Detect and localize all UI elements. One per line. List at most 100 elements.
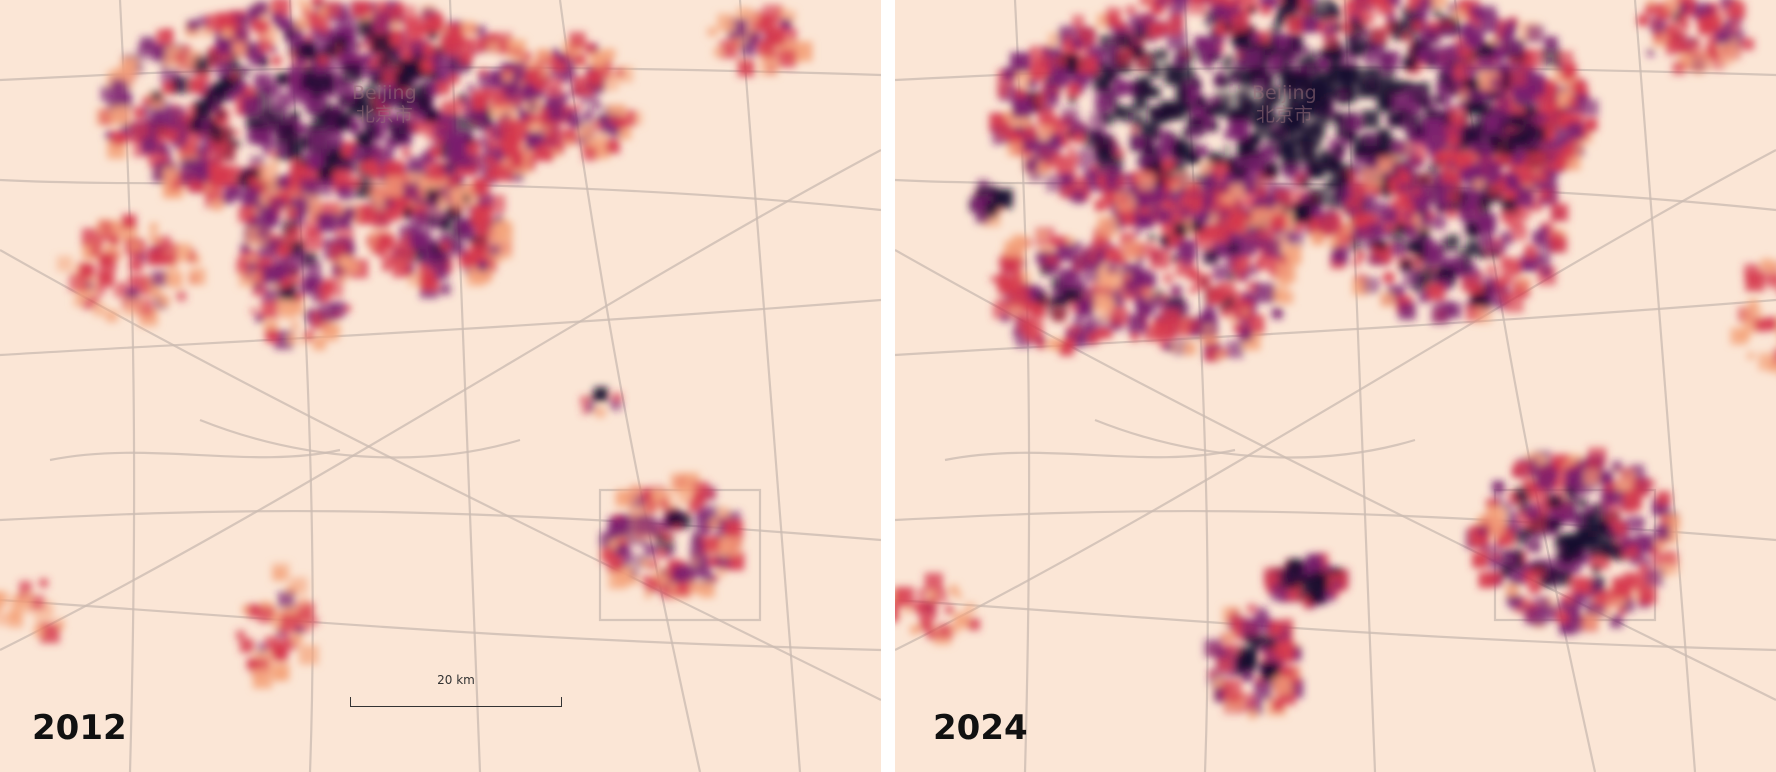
light-cell [234, 28, 249, 43]
light-cell [439, 218, 450, 229]
light-cell [1072, 39, 1083, 49]
light-cell [1698, 18, 1711, 31]
light-cell [924, 572, 943, 592]
light-cell [1097, 288, 1104, 295]
road [895, 298, 1776, 357]
light-cell [1537, 112, 1548, 124]
light-cell [109, 236, 120, 246]
light-cell [1497, 182, 1506, 191]
light-cell [1562, 63, 1577, 78]
city-label-beijing: Beijing 北京市 [1252, 82, 1317, 126]
light-cell [410, 164, 421, 175]
light-cell [1357, 8, 1374, 25]
light-cell [475, 112, 486, 123]
light-cell [1486, 291, 1495, 300]
light-cell [1230, 697, 1237, 704]
light-cell [1204, 323, 1213, 332]
light-cell [1172, 183, 1180, 191]
light-cell [1256, 109, 1273, 127]
light-cell [1605, 543, 1622, 560]
light-cell [700, 554, 710, 564]
light-cell [1246, 226, 1258, 238]
light-cell [1170, 285, 1183, 297]
light-cell [355, 41, 362, 49]
light-cell [1049, 41, 1056, 48]
light-cell [425, 162, 444, 181]
light-cell [581, 405, 591, 415]
light-cell [1255, 283, 1275, 303]
light-cell [255, 314, 264, 323]
light-cell [1221, 209, 1229, 217]
light-cell [1484, 114, 1499, 130]
light-cell [1541, 48, 1561, 68]
light-cell [600, 72, 619, 91]
light-cell [1243, 49, 1263, 68]
light-cell [238, 10, 245, 17]
light-cell [564, 51, 573, 59]
light-cell [337, 16, 357, 36]
light-cell [1364, 195, 1372, 203]
light-cell [247, 131, 261, 145]
light-cell [1431, 306, 1449, 325]
light-cell [264, 212, 279, 227]
light-cell [78, 286, 89, 298]
year-label-2012: 2012 [32, 708, 127, 748]
light-cell [1568, 96, 1577, 105]
light-cell [466, 136, 473, 144]
light-cell [1323, 564, 1332, 572]
light-cell [639, 501, 651, 513]
light-cell [1288, 558, 1303, 573]
light-cell [1102, 98, 1112, 108]
light-cell [151, 288, 162, 299]
light-cell [111, 106, 130, 125]
light-cell [725, 47, 732, 54]
light-cell [1152, 319, 1161, 328]
light-cell [251, 20, 264, 32]
light-cell [1443, 19, 1454, 29]
light-cell [1609, 518, 1617, 526]
light-cell [409, 231, 426, 248]
light-cell [398, 96, 409, 107]
light-cell [1366, 223, 1381, 238]
light-cell [425, 109, 439, 122]
light-cell [1322, 33, 1338, 49]
light-cell [434, 266, 449, 281]
light-cell [1250, 134, 1262, 146]
light-cell [1231, 76, 1239, 84]
light-cell [1187, 124, 1203, 139]
light-cell [1171, 145, 1183, 157]
light-cell [1124, 173, 1134, 183]
light-cell [415, 210, 431, 227]
light-cell [1308, 187, 1328, 207]
light-cell [737, 60, 755, 77]
light-cell [910, 625, 920, 635]
light-cell [1239, 79, 1249, 89]
light-cell [550, 66, 562, 78]
light-cell [1695, 5, 1708, 18]
light-cell [1180, 188, 1192, 200]
light-cell [1721, 47, 1728, 54]
light-cell [641, 574, 653, 587]
light-cell [996, 277, 1008, 289]
light-cell [1063, 236, 1074, 247]
light-cell [1326, 65, 1339, 78]
light-cell [1072, 317, 1083, 328]
light-cell [1396, 165, 1405, 174]
light-cell [1447, 210, 1456, 219]
light-cell [475, 223, 489, 237]
light-cell [1380, 182, 1390, 192]
light-cell [493, 253, 504, 263]
light-cell [187, 19, 198, 31]
light-cell [368, 59, 377, 68]
light-cell [1522, 527, 1531, 536]
light-cell [574, 53, 587, 66]
light-cell [1051, 307, 1067, 322]
light-cell [1126, 5, 1136, 16]
light-cell [1466, 89, 1480, 103]
light-cell [252, 669, 273, 689]
light-cell [1087, 332, 1100, 344]
light-cell [339, 255, 352, 268]
light-cell [466, 205, 474, 213]
light-cell [1081, 264, 1099, 283]
light-cell [1313, 594, 1323, 604]
